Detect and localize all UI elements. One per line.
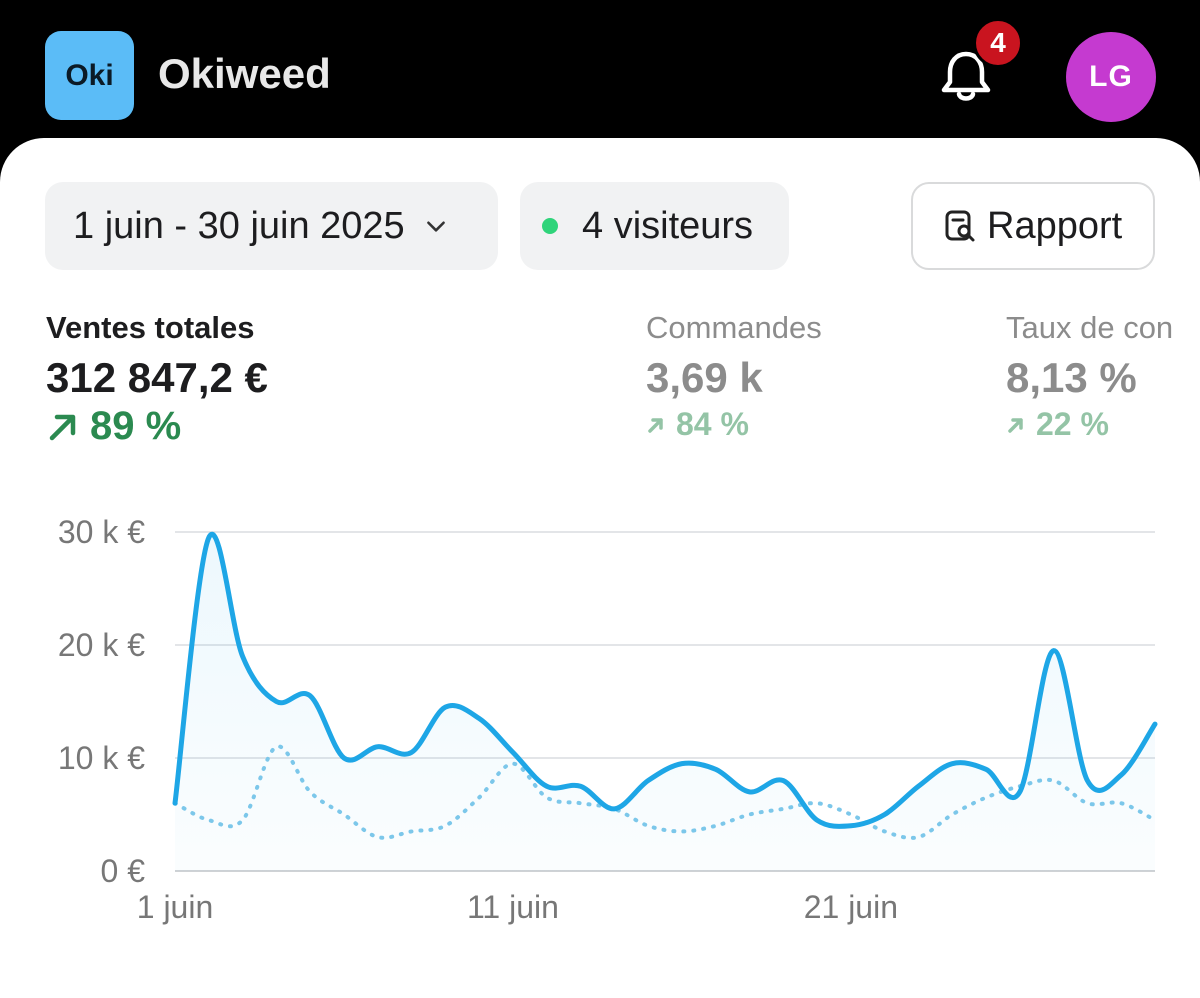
y-tick-label: 0 €: [101, 853, 146, 889]
y-tick-label: 30 k €: [58, 514, 145, 550]
y-tick-label: 10 k €: [58, 740, 145, 776]
report-search-icon: [945, 210, 975, 242]
y-tick-label: 20 k €: [58, 627, 145, 663]
metric-value: 312 847,2 €: [46, 354, 268, 401]
notification-badge: 4: [973, 18, 1023, 68]
metric-label: Ventes totales: [46, 310, 255, 345]
arrow-up-right-icon: [49, 414, 76, 440]
bell-icon[interactable]: [934, 44, 998, 108]
metric-conversion-rate[interactable]: Taux de con 8,13 % 22 %: [1006, 310, 1173, 443]
metric-delta: 89 %: [46, 404, 268, 449]
live-visitors-button[interactable]: 4 visiteurs: [520, 182, 789, 270]
top-bar: Oki Okiweed 4 LG: [0, 0, 1200, 140]
visitors-label: 4 visiteurs: [582, 204, 754, 247]
chevron-down-icon: [426, 221, 445, 232]
metric-delta: 22 %: [1006, 406, 1173, 443]
x-tick-label: 21 juin: [804, 889, 898, 925]
metric-orders[interactable]: Commandes 3,69 k 84 %: [646, 310, 822, 443]
x-tick-label: 11 juin: [467, 889, 559, 925]
metric-total-sales[interactable]: Ventes totales 312 847,2 € 89 %: [46, 310, 268, 449]
report-label: Rapport: [987, 204, 1123, 247]
metric-delta: 84 %: [646, 406, 822, 443]
sales-area-fill: [175, 534, 1155, 871]
previous-period-line: [173, 744, 1157, 840]
metric-delta-value: 89 %: [90, 404, 182, 448]
metric-value: 8,13 %: [1006, 354, 1137, 401]
metric-delta-value: 22 %: [1036, 406, 1109, 442]
arrow-up-right-icon: [1008, 417, 1023, 433]
date-range-selector[interactable]: 1 juin - 30 juin 2025: [45, 182, 498, 270]
date-range-label: 1 juin - 30 juin 2025: [73, 204, 405, 247]
sales-chart[interactable]: 0 € 10 k € 20 k € 30 k € 1 juin 11 juin 21 jui…: [0, 490, 1200, 960]
x-tick-label: 1 juin: [137, 889, 214, 925]
sales-line: [172, 531, 1158, 829]
metric-value: 3,69 k: [646, 354, 763, 401]
metric-label: Commandes: [646, 310, 822, 345]
metric-label: Taux de con: [1006, 310, 1174, 345]
metric-delta-value: 84 %: [676, 406, 749, 442]
app-name: Okiweed: [158, 50, 331, 97]
live-dot-icon: [542, 218, 558, 234]
report-button[interactable]: Rapport: [911, 182, 1155, 270]
arrow-up-right-icon: [648, 417, 663, 433]
app-logo[interactable]: Oki: [45, 31, 134, 120]
avatar[interactable]: LG: [1066, 32, 1156, 122]
